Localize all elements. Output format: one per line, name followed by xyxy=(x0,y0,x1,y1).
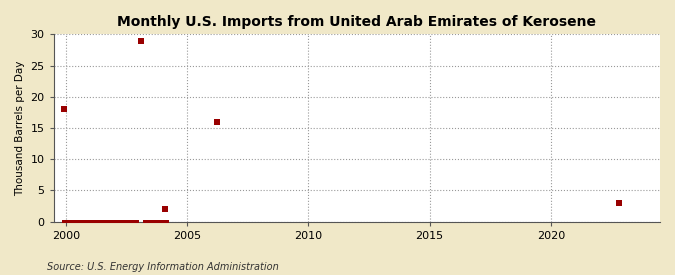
Title: Monthly U.S. Imports from United Arab Emirates of Kerosene: Monthly U.S. Imports from United Arab Em… xyxy=(117,15,596,29)
Point xyxy=(95,219,106,224)
Point xyxy=(65,219,76,224)
Point xyxy=(115,219,126,224)
Point xyxy=(77,219,88,224)
Point xyxy=(85,219,96,224)
Point xyxy=(159,207,170,211)
Point xyxy=(87,219,98,224)
Point xyxy=(125,219,136,224)
Point xyxy=(71,219,82,224)
Point xyxy=(93,219,104,224)
Point xyxy=(135,39,146,43)
Point xyxy=(153,219,164,224)
Point xyxy=(69,219,80,224)
Point xyxy=(81,219,92,224)
Point xyxy=(139,219,150,224)
Point xyxy=(61,219,72,224)
Point xyxy=(129,219,140,224)
Y-axis label: Thousand Barrels per Day: Thousand Barrels per Day xyxy=(15,60,25,196)
Point xyxy=(143,219,154,224)
Point xyxy=(59,107,70,111)
Point xyxy=(161,219,172,224)
Point xyxy=(149,219,160,224)
Point xyxy=(89,219,100,224)
Point xyxy=(212,120,223,124)
Point xyxy=(75,219,86,224)
Point xyxy=(614,201,625,205)
Point xyxy=(145,219,156,224)
Point xyxy=(109,219,120,224)
Point xyxy=(123,219,134,224)
Point xyxy=(73,219,84,224)
Point xyxy=(107,219,118,224)
Point xyxy=(79,219,90,224)
Point xyxy=(83,219,94,224)
Point xyxy=(119,219,130,224)
Point xyxy=(157,219,168,224)
Point xyxy=(111,219,122,224)
Point xyxy=(91,219,102,224)
Point xyxy=(97,219,108,224)
Point xyxy=(113,219,124,224)
Point xyxy=(63,219,74,224)
Point xyxy=(67,219,78,224)
Point xyxy=(117,219,128,224)
Point xyxy=(121,219,132,224)
Point xyxy=(147,219,158,224)
Text: Source: U.S. Energy Information Administration: Source: U.S. Energy Information Administ… xyxy=(47,262,279,272)
Point xyxy=(131,219,142,224)
Point xyxy=(155,219,166,224)
Point xyxy=(99,219,110,224)
Point xyxy=(105,219,116,224)
Point xyxy=(59,219,70,224)
Point xyxy=(159,219,170,224)
Point xyxy=(101,219,112,224)
Point xyxy=(141,219,152,224)
Point xyxy=(127,219,138,224)
Point xyxy=(151,219,162,224)
Point xyxy=(103,219,114,224)
